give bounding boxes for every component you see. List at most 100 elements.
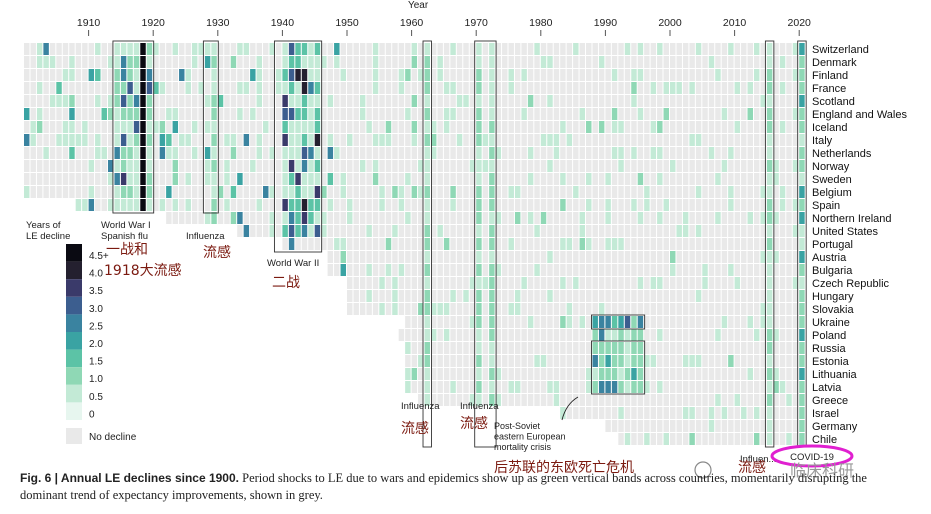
heatmap-cell: [760, 160, 766, 172]
heatmap-cell: [476, 186, 482, 198]
heatmap-cell: [721, 329, 728, 341]
heatmap-cell: [476, 95, 482, 107]
country-label: Norway: [812, 161, 850, 173]
heatmap-cell: [159, 199, 166, 211]
country-label: Sweden: [812, 174, 852, 186]
heatmap-cell: [573, 225, 579, 237]
heatmap-cell: [605, 225, 611, 237]
heatmap-cell: [592, 199, 598, 211]
heatmap-cell: [792, 251, 799, 263]
heatmap-cell: [56, 69, 62, 81]
heatmap-cell: [43, 147, 49, 159]
heatmap-cell: [586, 407, 592, 419]
heatmap-cell: [127, 82, 133, 94]
heatmap-cell: [30, 56, 36, 68]
heatmap-cell: [747, 238, 753, 250]
heatmap-cell: [611, 355, 618, 367]
heatmap-cell: [476, 56, 482, 68]
heatmap-cell: [353, 121, 359, 133]
heatmap-cell: [708, 82, 715, 94]
heatmap-cell: [566, 394, 573, 406]
heatmap-cell: [553, 238, 560, 250]
heatmap-cell: [682, 56, 689, 68]
heatmap-cell: [715, 121, 721, 133]
heatmap-cell: [553, 277, 560, 289]
heatmap-cell: [598, 342, 605, 354]
x-tick-label: 2010: [723, 17, 747, 29]
heatmap-cell: [702, 342, 708, 354]
heatmap-cell: [502, 329, 508, 341]
chinese-annotation: 流感: [738, 459, 766, 476]
heatmap-cell: [547, 329, 553, 341]
heatmap-cell: [502, 95, 508, 107]
heatmap-cell: [708, 303, 715, 315]
heatmap-cell: [179, 212, 185, 224]
heatmap-cell: [747, 277, 753, 289]
heatmap-cell: [24, 108, 30, 120]
heatmap-cell: [443, 212, 450, 224]
heatmap-cell: [786, 290, 792, 302]
heatmap-cell: [566, 238, 573, 250]
x-tick-label: 2020: [788, 17, 812, 29]
heatmap-cell: [715, 420, 721, 432]
heatmap-cell: [799, 225, 805, 237]
heatmap-cell: [766, 407, 773, 419]
heatmap-cell: [786, 316, 792, 328]
heatmap-cell: [62, 134, 69, 146]
heatmap-cell: [728, 368, 734, 380]
heatmap-cell: [69, 147, 75, 159]
heatmap-cell: [140, 173, 146, 185]
heatmap-cell: [508, 147, 514, 159]
heatmap-cell: [689, 69, 695, 81]
heatmap-cell: [521, 199, 527, 211]
heatmap-cell: [682, 186, 689, 198]
heatmap-cell: [159, 82, 166, 94]
heatmap-cell: [379, 95, 385, 107]
heatmap-cell: [514, 212, 521, 224]
heatmap-cell: [456, 251, 463, 263]
heatmap-cell: [269, 134, 275, 146]
heatmap-cell: [204, 199, 211, 211]
heatmap-cell: [766, 43, 773, 55]
heatmap-cell: [301, 238, 308, 250]
heatmap-cell: [482, 186, 489, 198]
heatmap-cell: [792, 407, 799, 419]
heatmap-cell: [456, 56, 463, 68]
heatmap-cell: [624, 56, 631, 68]
heatmap-cell: [359, 186, 366, 198]
heatmap-cell: [405, 95, 411, 107]
heatmap-cell: [140, 121, 146, 133]
heatmap-cell: [359, 121, 366, 133]
heatmap-cell: [540, 121, 547, 133]
heatmap-cell: [353, 82, 359, 94]
heatmap-cell: [353, 43, 359, 55]
heatmap-cell: [347, 147, 353, 159]
heatmap-cell: [773, 160, 779, 172]
heatmap-cell: [695, 394, 702, 406]
heatmap-cell: [49, 121, 56, 133]
heatmap-cell: [689, 290, 695, 302]
heatmap-cell: [760, 121, 766, 133]
heatmap-cell: [385, 290, 392, 302]
heatmap-cell: [502, 160, 508, 172]
heatmap-cell: [741, 264, 747, 276]
heatmap-cell: [792, 342, 799, 354]
heatmap-cell: [637, 43, 644, 55]
heatmap-cell: [708, 355, 715, 367]
heatmap-cell: [340, 199, 346, 211]
heatmap-cell: [618, 316, 624, 328]
chinese-annotation: 流感: [460, 415, 488, 432]
heatmap-cell: [657, 134, 663, 146]
heatmap-cell: [786, 121, 792, 133]
heatmap-cell: [185, 56, 191, 68]
heatmap-cell: [372, 160, 379, 172]
heatmap-cell: [398, 108, 405, 120]
country-label: Finland: [812, 70, 848, 82]
heatmap-cell: [114, 56, 120, 68]
heatmap-cell: [347, 225, 353, 237]
heatmap-cell: [495, 108, 502, 120]
heatmap-cell: [502, 251, 508, 263]
heatmap-cell: [618, 134, 624, 146]
heatmap-cell: [695, 121, 702, 133]
heatmap-cell: [747, 316, 753, 328]
